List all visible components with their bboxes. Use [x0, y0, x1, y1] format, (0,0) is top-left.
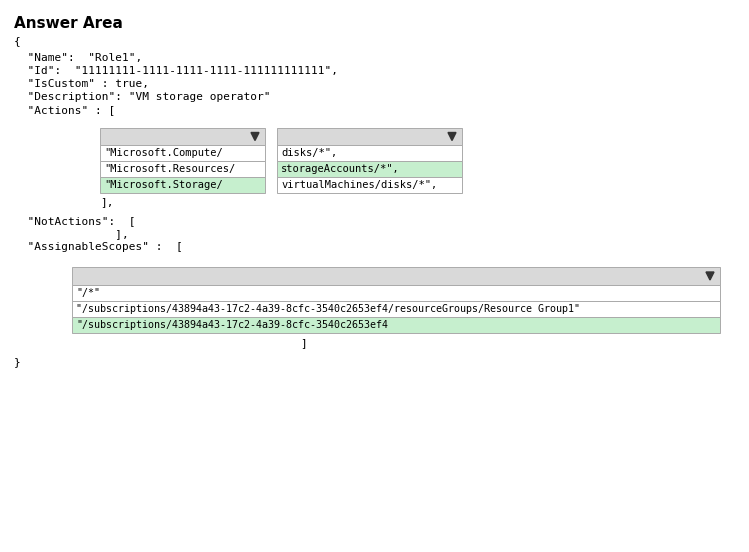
Text: "Name":  "Role1",: "Name": "Role1",	[14, 53, 142, 63]
Bar	[100, 161, 265, 177]
Text: disks/*",: disks/*",	[281, 148, 337, 158]
Text: Answer Area: Answer Area	[14, 16, 123, 31]
Bar	[72, 285, 720, 301]
Text: ]: ]	[300, 338, 307, 348]
Text: "IsCustom" : true,: "IsCustom" : true,	[14, 79, 149, 89]
Text: "Microsoft.Resources/: "Microsoft.Resources/	[104, 164, 235, 174]
Text: "Microsoft.Compute/: "Microsoft.Compute/	[104, 148, 222, 158]
Bar	[277, 177, 462, 193]
Text: "AssignableScopes" :  [: "AssignableScopes" : [	[14, 242, 183, 252]
Text: "Microsoft.Storage/: "Microsoft.Storage/	[104, 180, 222, 190]
Text: "Id":  "11111111-1111-1111-1111-111111111111",: "Id": "11111111-1111-1111-1111-111111111…	[14, 66, 338, 76]
Text: "Description": "VM storage operator": "Description": "VM storage operator"	[14, 92, 270, 102]
Bar	[277, 128, 462, 145]
Bar	[277, 145, 462, 161]
Bar	[72, 267, 720, 285]
Text: ],: ],	[100, 197, 114, 207]
Text: "NotActions":  [: "NotActions": [	[14, 216, 136, 226]
Polygon shape	[706, 272, 714, 280]
Text: {: {	[14, 36, 21, 46]
Bar	[100, 177, 265, 193]
Bar	[100, 128, 265, 145]
Text: }: }	[14, 357, 21, 367]
Text: "/subscriptions/43894a43-17c2-4a39-8cfc-3540c2653ef4/resourceGroups/Resource Gro: "/subscriptions/43894a43-17c2-4a39-8cfc-…	[76, 304, 580, 314]
Text: ],: ],	[14, 229, 129, 239]
Text: storageAccounts/*",: storageAccounts/*",	[281, 164, 400, 174]
Text: "/subscriptions/43894a43-17c2-4a39-8cfc-3540c2653ef4: "/subscriptions/43894a43-17c2-4a39-8cfc-…	[76, 320, 388, 330]
Text: virtualMachines/disks/*",: virtualMachines/disks/*",	[281, 180, 437, 190]
Bar	[277, 161, 462, 177]
Text: "/*": "/*"	[76, 288, 100, 298]
Bar	[72, 301, 720, 317]
Text: "Actions" : [: "Actions" : [	[14, 105, 115, 115]
Bar	[72, 317, 720, 333]
Polygon shape	[448, 132, 456, 141]
Polygon shape	[251, 132, 259, 141]
Bar	[100, 145, 265, 161]
